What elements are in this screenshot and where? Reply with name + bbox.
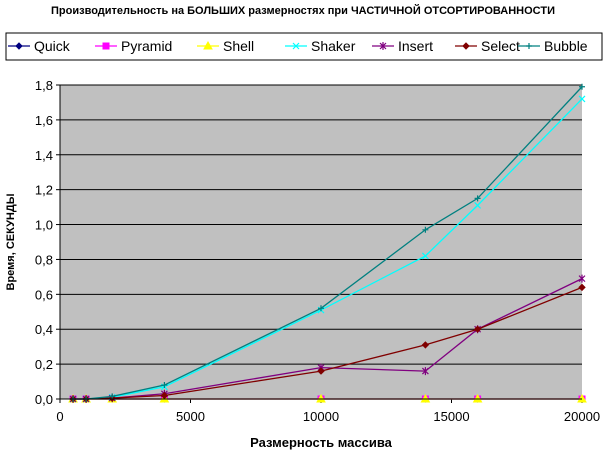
data-point-bubble — [318, 305, 324, 312]
x-tick-label: 20000 — [564, 409, 600, 424]
legend-marker — [203, 40, 213, 50]
y-tick-label: 1,6 — [35, 113, 53, 128]
data-point-bubble — [579, 83, 585, 90]
y-tick-label: 0,4 — [35, 322, 53, 337]
legend-item-quick: Quick — [8, 38, 71, 54]
legend-marker — [526, 43, 532, 49]
legend-item-pyramid: Pyramid — [95, 38, 172, 54]
legend: Quick Pyramid Shell Shaker Insert Select Bubbl… — [5, 32, 603, 61]
chart-title: Производительность на БОЛЬШИХ размерност… — [51, 4, 555, 17]
data-point-shaker — [421, 252, 429, 260]
y-tick-label: 0,8 — [35, 252, 53, 267]
y-axis-label: Время, СЕКУНДЫ — [5, 193, 17, 290]
data-point-select — [578, 283, 586, 292]
legend-marker — [102, 42, 110, 50]
data-point-select — [317, 367, 325, 375]
legend-label: Quick — [34, 38, 71, 54]
x-tick-label: 0 — [56, 409, 63, 424]
y-tick-label: 0,0 — [35, 392, 53, 407]
x-axis-ticks: 0 5000 10000 15000 20000 — [56, 399, 600, 424]
legend-marker — [462, 42, 470, 50]
legend-label: Insert — [398, 38, 433, 54]
legend-item-shaker: Shaker — [285, 38, 356, 54]
y-tick-label: 0,2 — [35, 357, 53, 372]
legend-item-insert: Insert — [372, 38, 433, 54]
y-tick-label: 1,0 — [35, 218, 53, 233]
data-point-insert — [421, 367, 429, 376]
legend-label: Pyramid — [121, 38, 172, 54]
legend-label: Select — [481, 38, 520, 54]
y-axis-ticks: 0,0 0,2 0,4 0,6 0,8 1,0 1,2 1,4 1,6 1,8 — [35, 78, 60, 407]
legend-marker — [292, 42, 300, 50]
legend-item-shell: Shell — [197, 38, 254, 54]
legend-item-select: Select — [455, 38, 520, 54]
data-point-select — [421, 341, 430, 349]
data-point-bubble — [474, 195, 481, 202]
y-tick-label: 1,8 — [35, 78, 53, 93]
data-point-bubble — [422, 226, 429, 233]
legend-item-bubble: Bubble — [518, 38, 588, 54]
data-point-shaker — [474, 201, 482, 209]
legend-marker — [15, 42, 23, 50]
legend-label: Shaker — [311, 38, 356, 54]
x-tick-label: 15000 — [433, 409, 469, 424]
data-point-select — [473, 325, 482, 333]
y-tick-label: 0,6 — [35, 287, 53, 302]
data-point-insert — [578, 274, 586, 283]
y-tick-label: 1,4 — [35, 148, 53, 163]
legend-label: Bubble — [544, 38, 588, 54]
y-tick-label: 1,2 — [35, 183, 53, 198]
data-point-bubble — [161, 382, 168, 389]
data-point-shaker — [578, 95, 586, 103]
legend-marker — [379, 42, 387, 50]
x-tick-label: 10000 — [303, 409, 339, 424]
legend-label: Shell — [223, 38, 254, 54]
x-axis-label: Размерность массива — [250, 435, 393, 450]
data-point-bubble — [109, 393, 116, 400]
x-tick-label: 5000 — [176, 409, 205, 424]
plot-area — [60, 85, 582, 399]
